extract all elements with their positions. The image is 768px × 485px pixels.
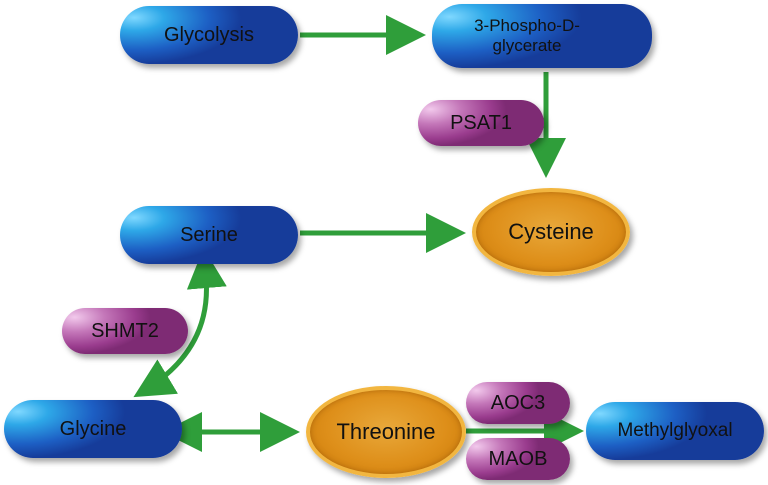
glycine-node: Glycine bbox=[4, 400, 182, 458]
cysteine-node: Cysteine bbox=[472, 188, 630, 276]
phosphoglycerate-label: 3-Phospho-D-glycerate bbox=[474, 16, 580, 55]
maob-label: MAOB bbox=[488, 447, 548, 470]
serine-label: Serine bbox=[180, 223, 238, 246]
psat1-label: PSAT1 bbox=[450, 111, 512, 134]
threonine-label: Threonine bbox=[336, 419, 436, 445]
shmt2-enzyme: SHMT2 bbox=[62, 308, 188, 354]
shmt2-label: SHMT2 bbox=[91, 319, 159, 342]
serine-node: Serine bbox=[120, 206, 298, 264]
methylglyoxal-node: Methylglyoxal bbox=[586, 402, 764, 460]
maob-enzyme: MAOB bbox=[466, 438, 570, 480]
glycolysis-label: Glycolysis bbox=[163, 23, 254, 46]
glycine-label: Glycine bbox=[59, 417, 127, 440]
aoc3-enzyme: AOC3 bbox=[466, 382, 570, 424]
aoc3-label: AOC3 bbox=[490, 391, 546, 414]
cysteine-label: Cysteine bbox=[508, 219, 594, 245]
psat1-enzyme: PSAT1 bbox=[418, 100, 544, 146]
glycolysis-node: Glycolysis bbox=[120, 6, 298, 64]
methylglyoxal-label: Methylglyoxal bbox=[617, 420, 733, 442]
threonine-node: Threonine bbox=[306, 386, 466, 478]
arrow-serine-glycine bbox=[133, 248, 227, 398]
phosphoglycerate-node: 3-Phospho-D-glycerate bbox=[432, 4, 652, 68]
